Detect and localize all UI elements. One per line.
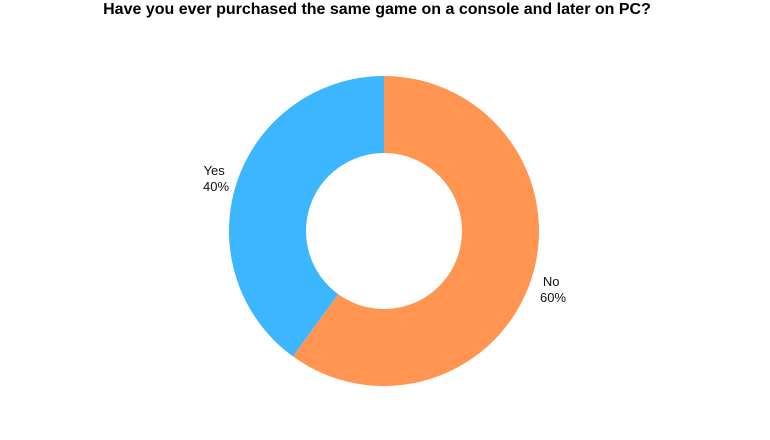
slice-label-yes-value: 40%	[203, 179, 229, 194]
labels-group: No 60% Yes 40%	[203, 163, 566, 305]
chart-title: Have you ever purchased the same game on…	[103, 1, 651, 18]
slice-no	[292, 76, 539, 386]
slice-label-yes: Yes 40%	[203, 163, 229, 194]
slices-group	[229, 76, 539, 386]
slice-label-no-value: 60%	[540, 290, 566, 305]
slice-label-no: No 60%	[540, 274, 566, 305]
slice-label-no-name: No	[543, 274, 560, 289]
slice-label-yes-name: Yes	[204, 163, 226, 178]
slice-yes	[229, 76, 384, 357]
